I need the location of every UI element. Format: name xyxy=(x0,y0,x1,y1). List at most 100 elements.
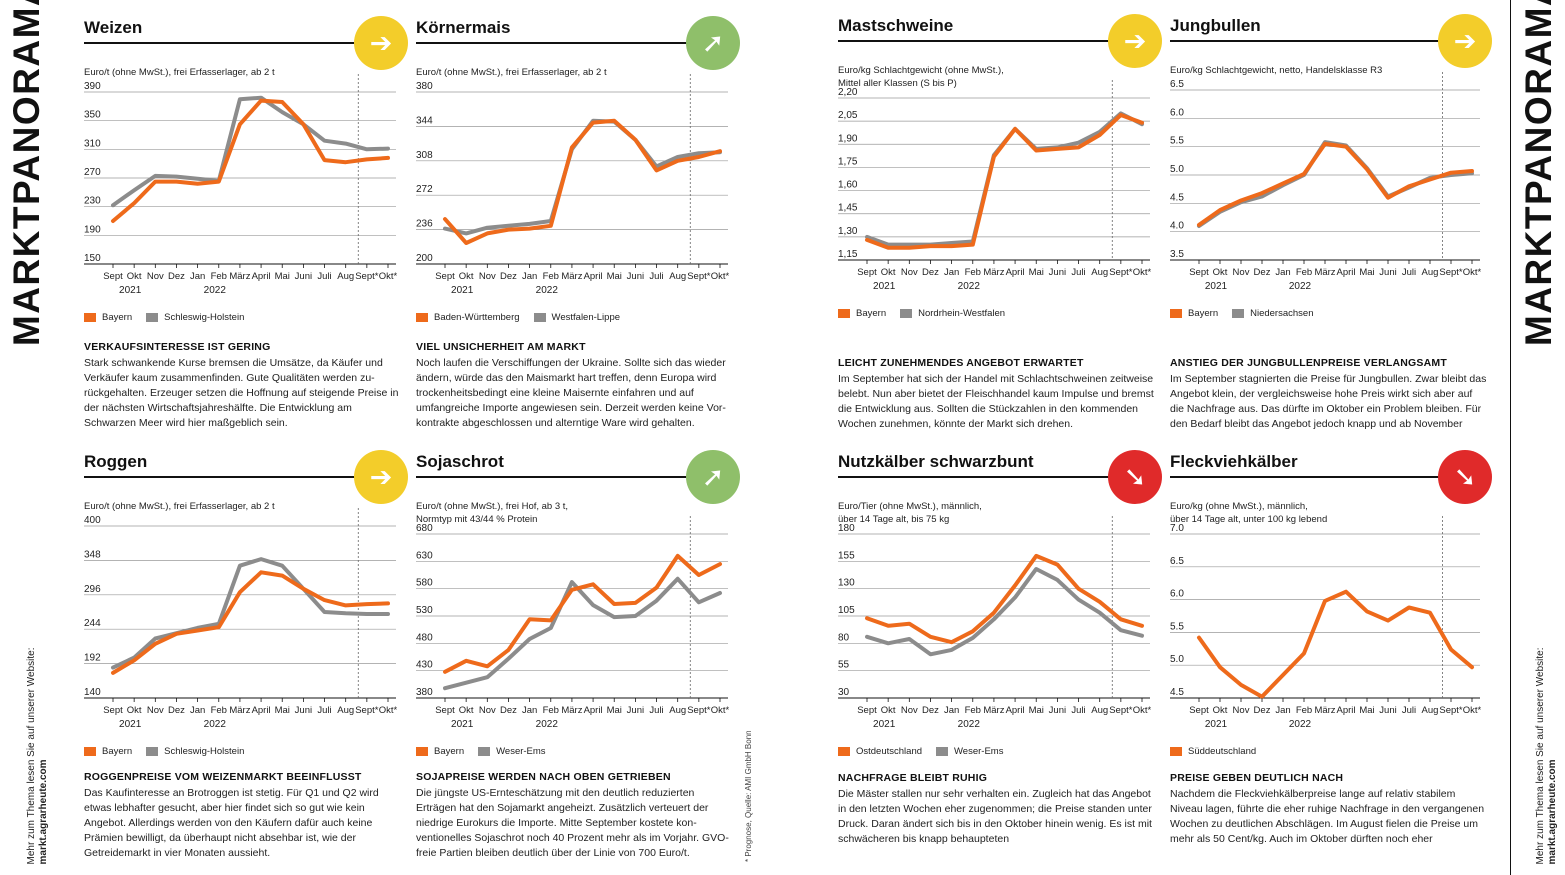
x-tick-label: Sept* xyxy=(355,705,379,716)
unit-label: Euro/Tier (ohne MwSt.), männlich, über 14… xyxy=(838,500,982,526)
x-tick-label: Okt xyxy=(881,705,896,716)
x-tick-label: Dez xyxy=(1254,267,1271,278)
year-label: 2022 xyxy=(958,719,981,730)
x-tick-label: Sept xyxy=(103,705,123,716)
y-tick-label: 308 xyxy=(416,150,433,161)
line-chart: 2,20 2,05 1,90 1,75 1,60 1,45 1,30 1,15 Sept Okt N… xyxy=(838,80,1152,292)
x-tick-label: Nov xyxy=(1233,267,1250,278)
y-tick-label: 155 xyxy=(838,550,855,561)
title-rule xyxy=(1170,40,1443,42)
article-heading: ROGGENPREISE VOM WEIZENMARKT BEEINFLUSST xyxy=(84,771,362,783)
panel-title: Körnermais xyxy=(416,18,511,37)
year-label: 2021 xyxy=(451,719,474,730)
x-tick-label: Jan xyxy=(522,705,537,716)
x-tick-label: April xyxy=(1336,705,1355,716)
x-tick-label: Aug xyxy=(337,271,354,282)
series-line-ostdeutschland xyxy=(865,553,1144,645)
panel-title: Roggen xyxy=(84,452,148,471)
x-tick-label: Mai xyxy=(275,271,290,282)
x-tick-label: Feb xyxy=(1296,705,1312,716)
article-body: Die jüngste US-Ernteschätzung mit den de… xyxy=(416,787,729,859)
source-footnote: * Prognose, Quelle: AMI GmbH Bonn xyxy=(744,730,753,862)
legend-swatch xyxy=(146,747,159,756)
series-line-bayern xyxy=(111,98,390,223)
x-tick-label: Juni xyxy=(1049,267,1066,278)
title-rule xyxy=(1170,476,1443,478)
x-tick-label: Feb xyxy=(1296,267,1312,278)
legend-item: Bayern xyxy=(838,308,886,319)
x-tick-label: Juni xyxy=(295,271,312,282)
series-line-bayern xyxy=(865,113,1144,250)
y-tick-label: 4.5 xyxy=(1170,687,1184,698)
legend-item: Schleswig-Holstein xyxy=(146,312,244,323)
year-label: 2022 xyxy=(536,285,559,296)
unit-line: Euro/t (ohne MwSt.), frei Erfasserlager,… xyxy=(84,501,275,512)
x-tick-label: Nov xyxy=(479,705,496,716)
series-line-niedersachsen xyxy=(1197,140,1474,228)
y-tick-label: 2,05 xyxy=(838,110,858,121)
article-body: Nachdem die Fleckviehkälberpreise lange … xyxy=(1170,788,1485,845)
website-note-url[interactable]: markt.agrarheute.com xyxy=(38,758,49,864)
x-tick-label: Mai xyxy=(1029,705,1044,716)
x-tick-label: Okt* xyxy=(711,705,730,716)
y-tick-label: 6.0 xyxy=(1170,589,1184,600)
unit-label: Euro/kg Schlachtgewicht (ohne MwSt.), Mit… xyxy=(838,64,1004,90)
x-tick-label: Aug xyxy=(1091,267,1108,278)
website-note-url[interactable]: markt.agrarheute.com xyxy=(1546,758,1558,864)
section-title-right: MARKTPANORAMA xyxy=(1517,0,1559,346)
year-label: 2021 xyxy=(1205,281,1228,292)
unit-line: über 14 Tage alt, bis 75 kg xyxy=(838,514,950,525)
x-tick-label: Jan xyxy=(522,271,537,282)
legend-swatch xyxy=(936,747,949,756)
legend-item: Bayern xyxy=(416,746,464,757)
legend-swatch xyxy=(478,747,491,756)
x-tick-label: Nov xyxy=(147,705,164,716)
unit-line: Euro/t (ohne MwSt.), frei Erfasserlager,… xyxy=(84,67,275,78)
x-tick-label: April xyxy=(1006,267,1025,278)
legend-swatch xyxy=(84,747,96,756)
y-tick-label: 30 xyxy=(838,687,850,698)
x-tick-label: Jan xyxy=(944,705,959,716)
x-tick-label: März xyxy=(561,271,582,282)
y-tick-label: 400 xyxy=(84,515,101,526)
chart-legend: Bayern Schleswig-Holstein xyxy=(84,312,258,323)
x-tick-label: Juni xyxy=(1379,267,1396,278)
x-tick-label: März xyxy=(561,705,582,716)
y-tick-label: 344 xyxy=(416,115,433,126)
legend-label: Ostdeutschland xyxy=(856,746,923,757)
unit-label: Euro/t (ohne MwSt.), frei Erfasserlager,… xyxy=(416,66,607,79)
arrow-right-icon: ➔ xyxy=(354,450,408,504)
legend-swatch xyxy=(838,747,850,756)
x-tick-label: Aug xyxy=(1422,705,1439,716)
y-tick-label: 190 xyxy=(84,224,101,235)
x-tick-label: Sept xyxy=(103,271,123,282)
year-label: 2021 xyxy=(119,719,142,730)
legend-swatch xyxy=(1170,309,1182,318)
year-label: 2022 xyxy=(1289,719,1312,730)
chart-legend: Süddeutschland xyxy=(1170,746,1270,757)
x-tick-label: April xyxy=(252,271,271,282)
website-note-line1: Mehr zum Thema lesen Sie auf unserer Web… xyxy=(26,647,37,864)
y-tick-label: 1,45 xyxy=(838,203,858,214)
x-tick-label: Mai xyxy=(275,705,290,716)
y-tick-label: 140 xyxy=(84,687,101,698)
legend-item: Weser-Ems xyxy=(936,746,1003,757)
article-heading: PREISE GEBEN DEUTLICH NACH xyxy=(1170,772,1344,784)
line-chart: 7.0 6.5 6.0 5.5 5.0 4.5 Sept Okt Nov Dez Jan Feb Mär… xyxy=(1170,516,1482,730)
article-text: ROGGENPREISE VOM WEIZENMARKT BEEINFLUSST… xyxy=(84,770,404,865)
y-tick-label: 3.5 xyxy=(1170,249,1184,260)
series-line-schleswig-holstein xyxy=(111,95,390,208)
x-tick-label: Sept* xyxy=(1109,267,1133,278)
series-line-bayern xyxy=(111,570,390,675)
y-tick-label: 4.5 xyxy=(1170,192,1184,203)
article-heading: ANSTIEG DER JUNGBULLENPREISE VERLANGSAMT xyxy=(1170,357,1447,369)
article-body: Stark schwankende Kurse bremsen die Umsä… xyxy=(84,357,399,429)
article-text: ANSTIEG DER JUNGBULLENPREISE VERLANGSAMT… xyxy=(1170,356,1488,440)
y-tick-label: 348 xyxy=(84,549,101,560)
article-body: Das Kaufinteresse an Brotroggen ist stet… xyxy=(84,787,379,859)
y-tick-label: 5.0 xyxy=(1170,654,1184,665)
title-rule xyxy=(838,476,1113,478)
